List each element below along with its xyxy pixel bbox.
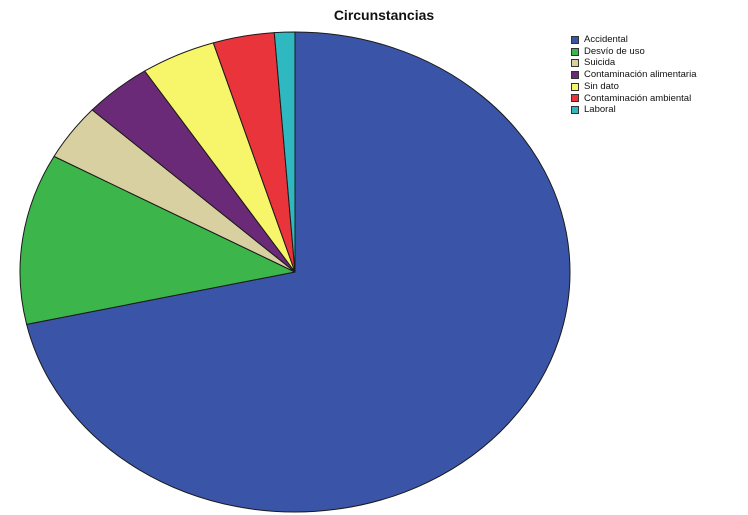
legend-item-suicida: Suicida xyxy=(571,57,696,69)
legend-item-desvio-de-uso: Desvío de uso xyxy=(571,46,696,58)
legend-label: Laboral xyxy=(584,104,616,116)
chart-legend: Accidental Desvío de uso Suicida Contaminac… xyxy=(571,34,696,116)
legend-item-laboral: Laboral xyxy=(571,104,696,116)
pie-slice-accidental xyxy=(26,31,571,513)
pie-slice-desvio-de-uso xyxy=(19,155,296,325)
legend-label: Contaminación alimentaria xyxy=(584,69,697,81)
legend-item-contaminacion-alimentaria: Contaminación alimentaria xyxy=(571,69,696,81)
legend-swatch xyxy=(571,82,579,91)
legend-swatch xyxy=(571,70,579,79)
legend-label: Accidental xyxy=(584,34,628,45)
legend-item-accidental: Accidental xyxy=(571,34,696,46)
legend-label: Desvío de uso xyxy=(584,45,645,57)
chart-title: Circunstancias xyxy=(333,7,435,23)
legend-label: Suicida xyxy=(584,57,616,69)
legend-swatch xyxy=(571,47,579,56)
legend-item-sin-dato: Sin dato xyxy=(571,81,696,93)
legend-item-contaminacion-ambiental: Contaminación ambiental xyxy=(571,93,696,105)
pie-slice-laboral xyxy=(273,31,296,273)
legend-swatch xyxy=(571,35,579,44)
legend-label: Contaminación ambiental xyxy=(584,92,692,104)
legend-swatch xyxy=(571,106,579,115)
legend-swatch xyxy=(571,59,579,68)
legend-label: Sin dato xyxy=(584,80,619,92)
legend-swatch xyxy=(571,94,579,103)
